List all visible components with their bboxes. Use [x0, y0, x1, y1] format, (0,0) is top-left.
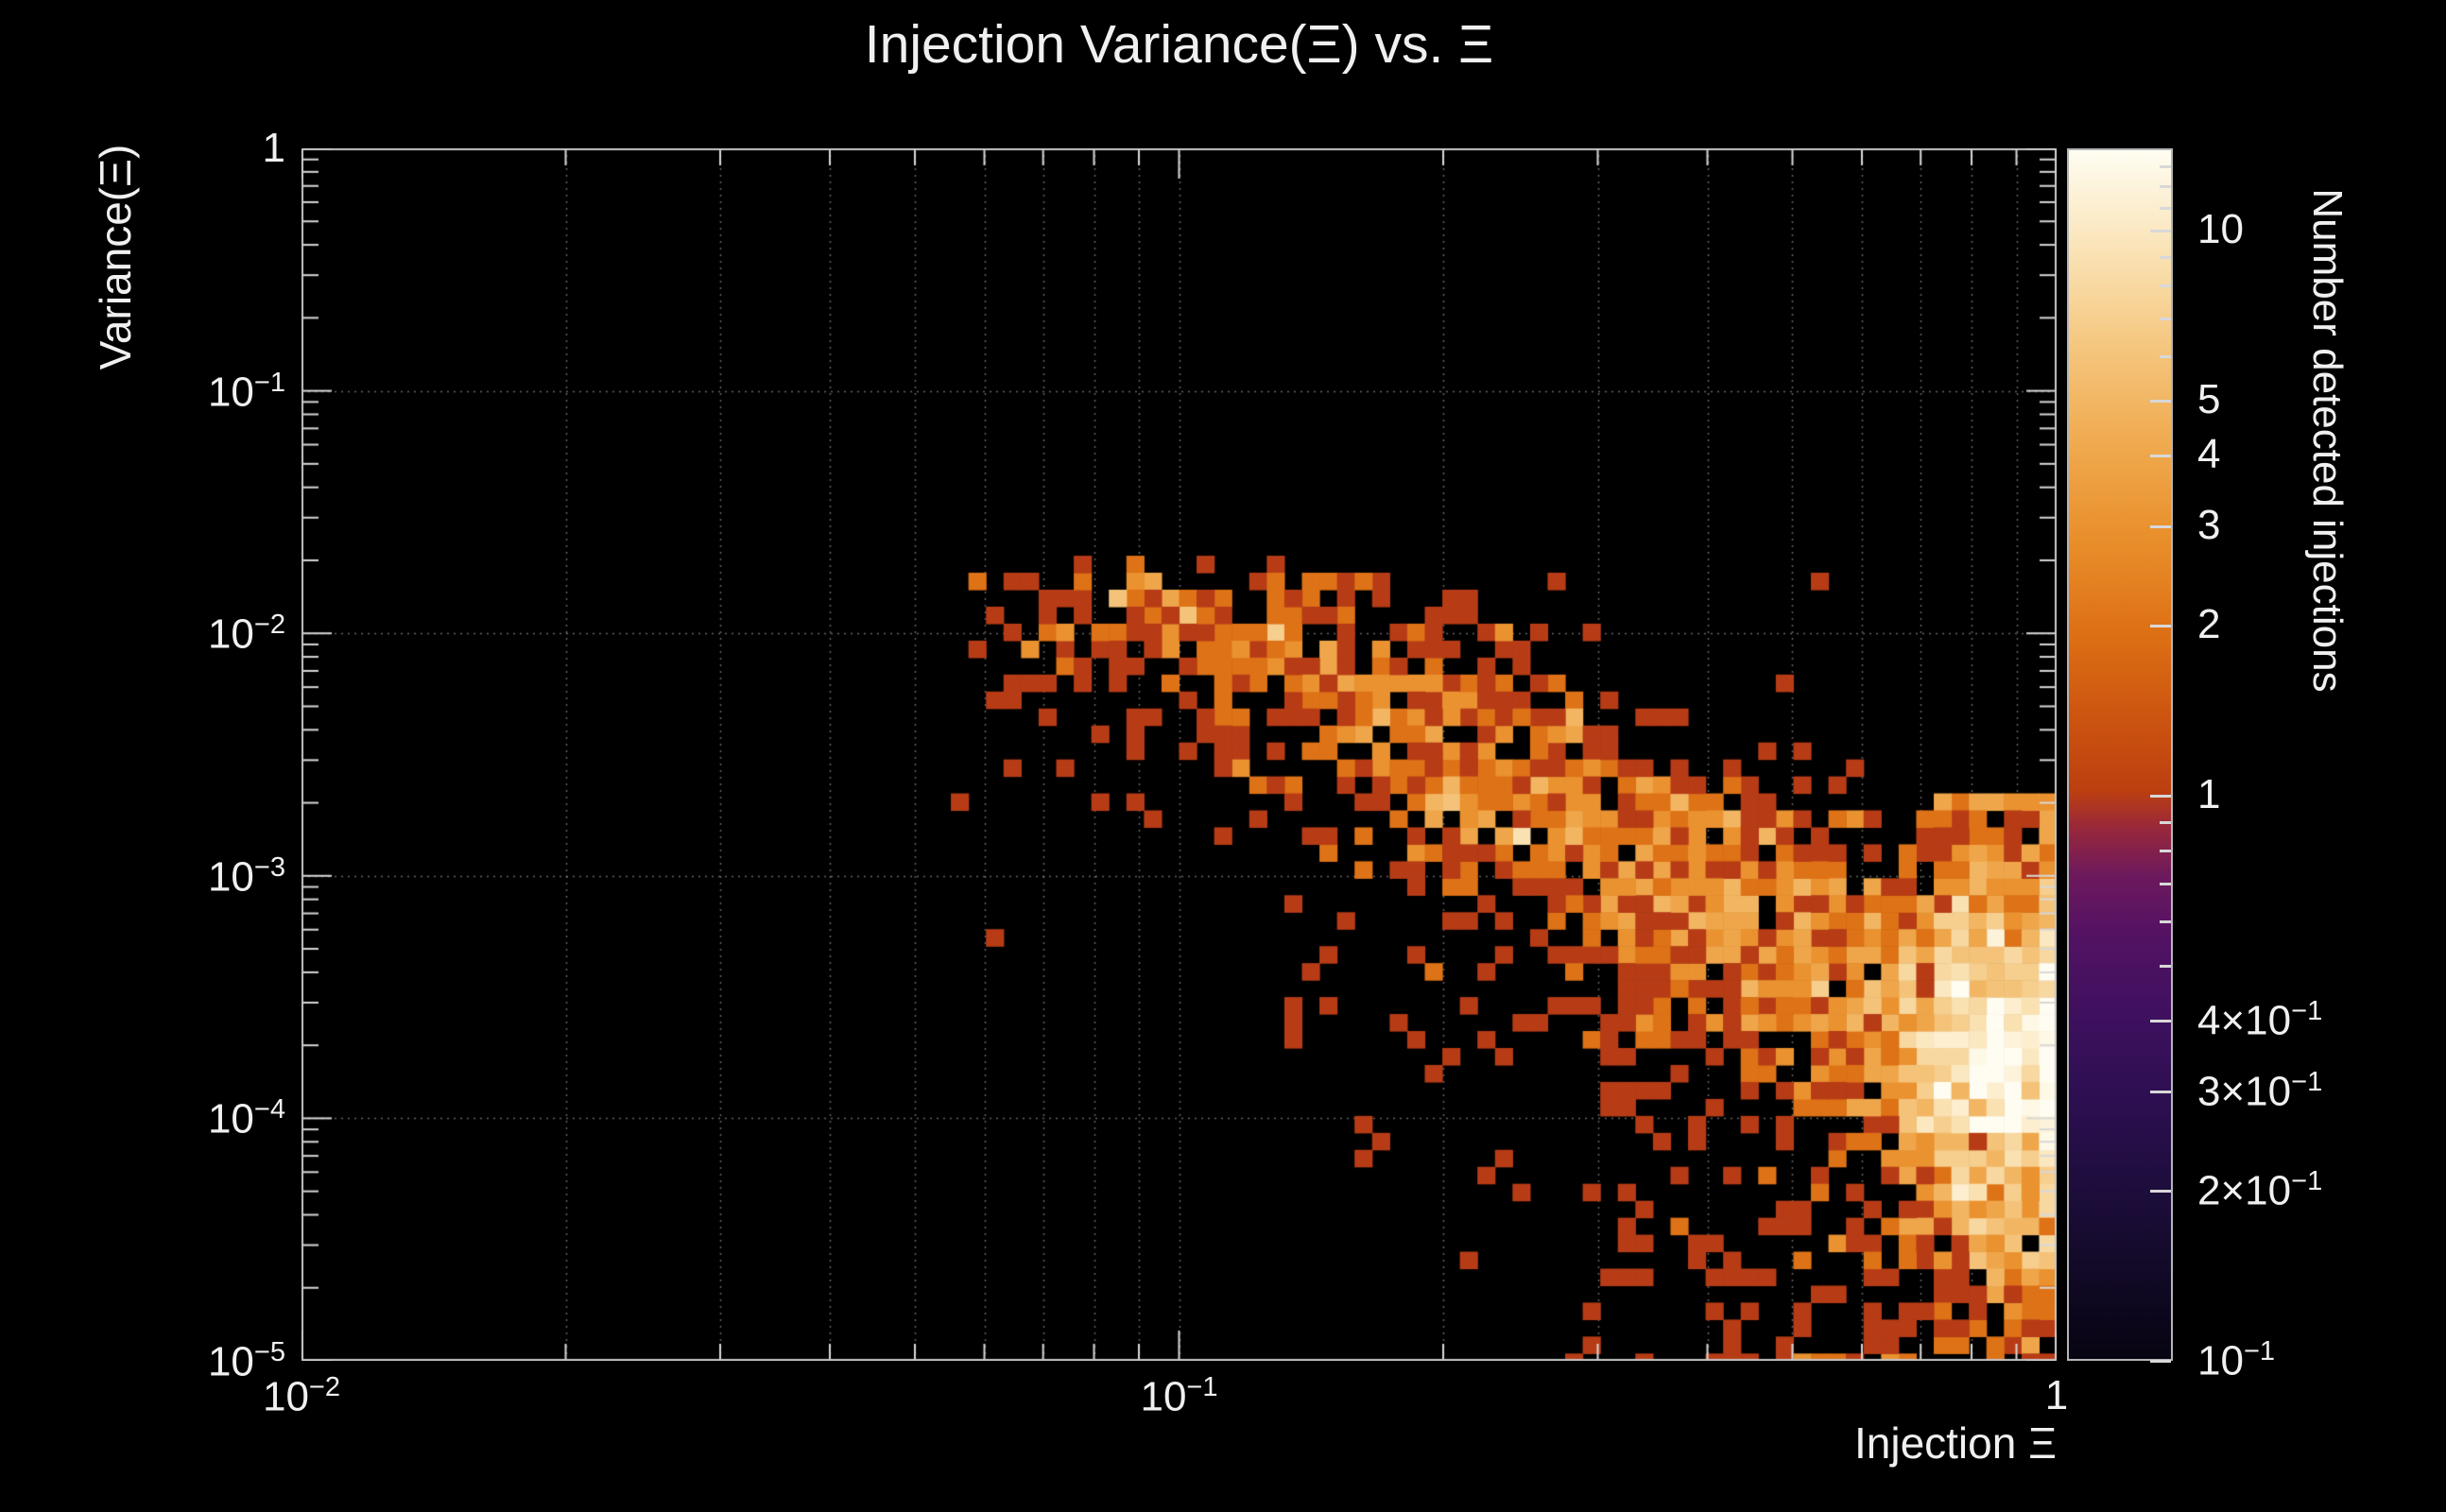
colorbar-tick: [2150, 1190, 2171, 1194]
colorbar-tick-label: 3×10−1: [2197, 1066, 2323, 1115]
colorbar-tick-label: 2×10−1: [2197, 1166, 2323, 1214]
colorbar-tick-label: 4: [2197, 431, 2221, 478]
colorbar-tick: [2150, 524, 2171, 528]
colorbar-tick: [2160, 185, 2171, 189]
y-tick-label: 10−5: [207, 1337, 285, 1385]
y-tick-label: 10−3: [207, 851, 285, 901]
y-tick-label: 10−1: [207, 367, 285, 416]
colorbar-tick: [2150, 230, 2171, 233]
y-tick-label: 1: [262, 125, 285, 171]
colorbar-tick: [2160, 919, 2171, 923]
colorbar-tick: [2150, 1090, 2171, 1093]
colorbar-tick: [2160, 255, 2171, 259]
colorbar-gradient: [2069, 150, 2171, 1359]
x-axis-title: Injection Ξ: [1853, 1418, 2057, 1468]
heatmap-canvas: [301, 148, 2057, 1361]
colorbar-tick: [2150, 455, 2171, 458]
colorbar-title: Number detected injections: [2304, 188, 2351, 693]
colorbar-tick: [2160, 165, 2171, 169]
colorbar-tick: [2160, 850, 2171, 853]
colorbar-tick: [2160, 354, 2171, 358]
colorbar-tick: [2160, 965, 2171, 969]
colorbar-tick: [2150, 625, 2171, 628]
colorbar-tick: [2160, 206, 2171, 210]
x-tick-label: 10−1: [1140, 1372, 1218, 1420]
colorbar-tick-label: 2: [2197, 601, 2221, 648]
colorbar-tick-label: 5: [2197, 376, 2221, 423]
x-tick-label: 10−2: [262, 1372, 341, 1420]
colorbar-tick: [2150, 1360, 2171, 1363]
y-axis-title: Variance(Ξ): [91, 144, 140, 370]
colorbar-tick: [2160, 882, 2171, 885]
colorbar-tick: [2160, 820, 2171, 824]
colorbar-tick-label: 4×10−1: [2197, 996, 2323, 1044]
colorbar-tick-label: 10: [2197, 206, 2244, 253]
colorbar-tick: [2150, 795, 2171, 799]
colorbar-tick: [2150, 400, 2171, 404]
colorbar-tick-label: 1: [2197, 771, 2221, 818]
colorbar-tick: [2160, 317, 2171, 320]
y-tick-label: 10−4: [207, 1094, 285, 1143]
colorbar: [2067, 148, 2173, 1361]
x-tick-label: 1: [2044, 1372, 2069, 1418]
colorbar-tick-label: 10−1: [2197, 1336, 2276, 1384]
chart-title: Injection Variance(Ξ) vs. Ξ: [864, 14, 1494, 75]
colorbar-tick-label: 3: [2197, 501, 2221, 548]
y-tick-label: 10−2: [207, 610, 285, 658]
colorbar-tick: [2150, 1020, 2171, 1023]
colorbar-tick: [2160, 284, 2171, 288]
